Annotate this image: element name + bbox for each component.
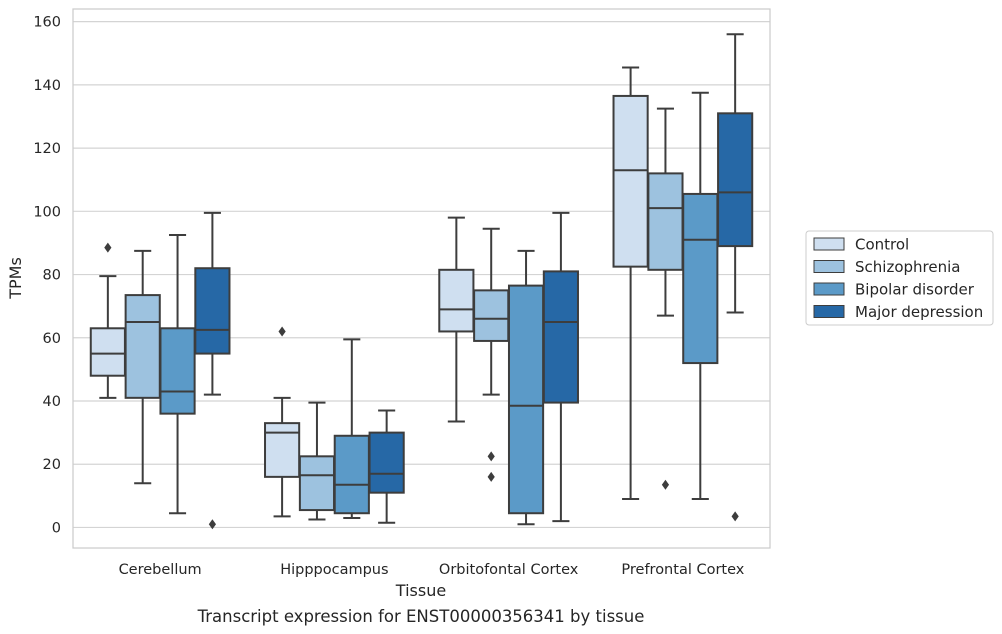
x-tick-label: Cerebellum	[119, 562, 202, 578]
box	[682, 192, 719, 365]
box	[647, 172, 684, 271]
y-tick-label: 40	[43, 394, 61, 410]
box-group	[368, 409, 405, 524]
outlier-point	[278, 326, 286, 337]
box-group	[682, 91, 719, 500]
outlier-point	[208, 519, 216, 530]
plot-background	[73, 9, 770, 548]
box	[717, 112, 754, 248]
box-group	[89, 242, 126, 399]
plot-frame	[72, 8, 771, 549]
box	[473, 289, 510, 342]
y-tick-label: 100	[33, 204, 61, 220]
box	[194, 267, 231, 355]
box-group	[473, 227, 510, 482]
x-tick-labels: Cerebellum Hipppocampus Orbitofontal Corte…	[119, 562, 745, 578]
box	[124, 294, 161, 399]
y-tick-labels: 0 20 40 60 80 100 120 140 160	[33, 15, 61, 537]
box	[507, 284, 545, 515]
box	[368, 431, 405, 494]
box	[89, 327, 126, 377]
y-tick-label: 20	[43, 457, 61, 473]
box	[438, 268, 475, 333]
box-group	[542, 211, 579, 523]
legend-label: Control	[855, 236, 909, 254]
legend-label: Schizophrenia	[855, 258, 960, 276]
y-axis-label: TPMs	[6, 257, 25, 300]
outlier-point	[487, 471, 495, 482]
box	[612, 94, 649, 268]
box-group	[124, 249, 161, 485]
y-tick-label: 160	[33, 15, 61, 31]
box	[264, 422, 301, 478]
box	[159, 327, 196, 415]
box	[298, 455, 336, 512]
x-tick-label: Orbitofontal Cortex	[439, 562, 579, 578]
box	[542, 270, 579, 404]
box-group	[194, 211, 231, 530]
y-tick-label: 60	[43, 331, 61, 347]
legend-label: Bipolar disorder	[855, 281, 975, 299]
y-tick-label: 120	[33, 141, 61, 157]
box-group	[264, 326, 301, 518]
figure-caption: Transcript expression for ENST0000035634…	[197, 607, 645, 626]
outlier-point	[661, 479, 670, 490]
y-tick-label: 80	[43, 268, 61, 284]
x-axis-label: Tissue	[395, 581, 446, 600]
legend-swatch	[813, 305, 845, 318]
box-group	[159, 234, 196, 515]
legend-swatch	[813, 260, 845, 273]
box	[333, 434, 370, 515]
boxes	[89, 33, 754, 530]
y-tick-label: 140	[33, 78, 61, 94]
outlier-point	[104, 242, 112, 253]
legend-frame	[805, 230, 994, 326]
legend-swatch	[813, 282, 845, 296]
x-tick-label: Prefrontal Cortex	[621, 562, 744, 578]
outlier-point	[731, 511, 739, 522]
box-group	[507, 249, 545, 526]
outlier-point	[487, 451, 495, 462]
legend-swatch	[813, 237, 845, 251]
y-tick-label: 0	[52, 520, 61, 536]
box-group	[438, 216, 475, 423]
legend-label: Major depression	[855, 303, 983, 321]
legend: Control Schizophrenia Bipolar disorder Majo…	[805, 230, 994, 326]
box-group	[717, 33, 754, 522]
legend-items: Control Schizophrenia Bipolar disorder Majo…	[813, 236, 983, 321]
x-tick-label: Hipppocampus	[280, 562, 388, 578]
